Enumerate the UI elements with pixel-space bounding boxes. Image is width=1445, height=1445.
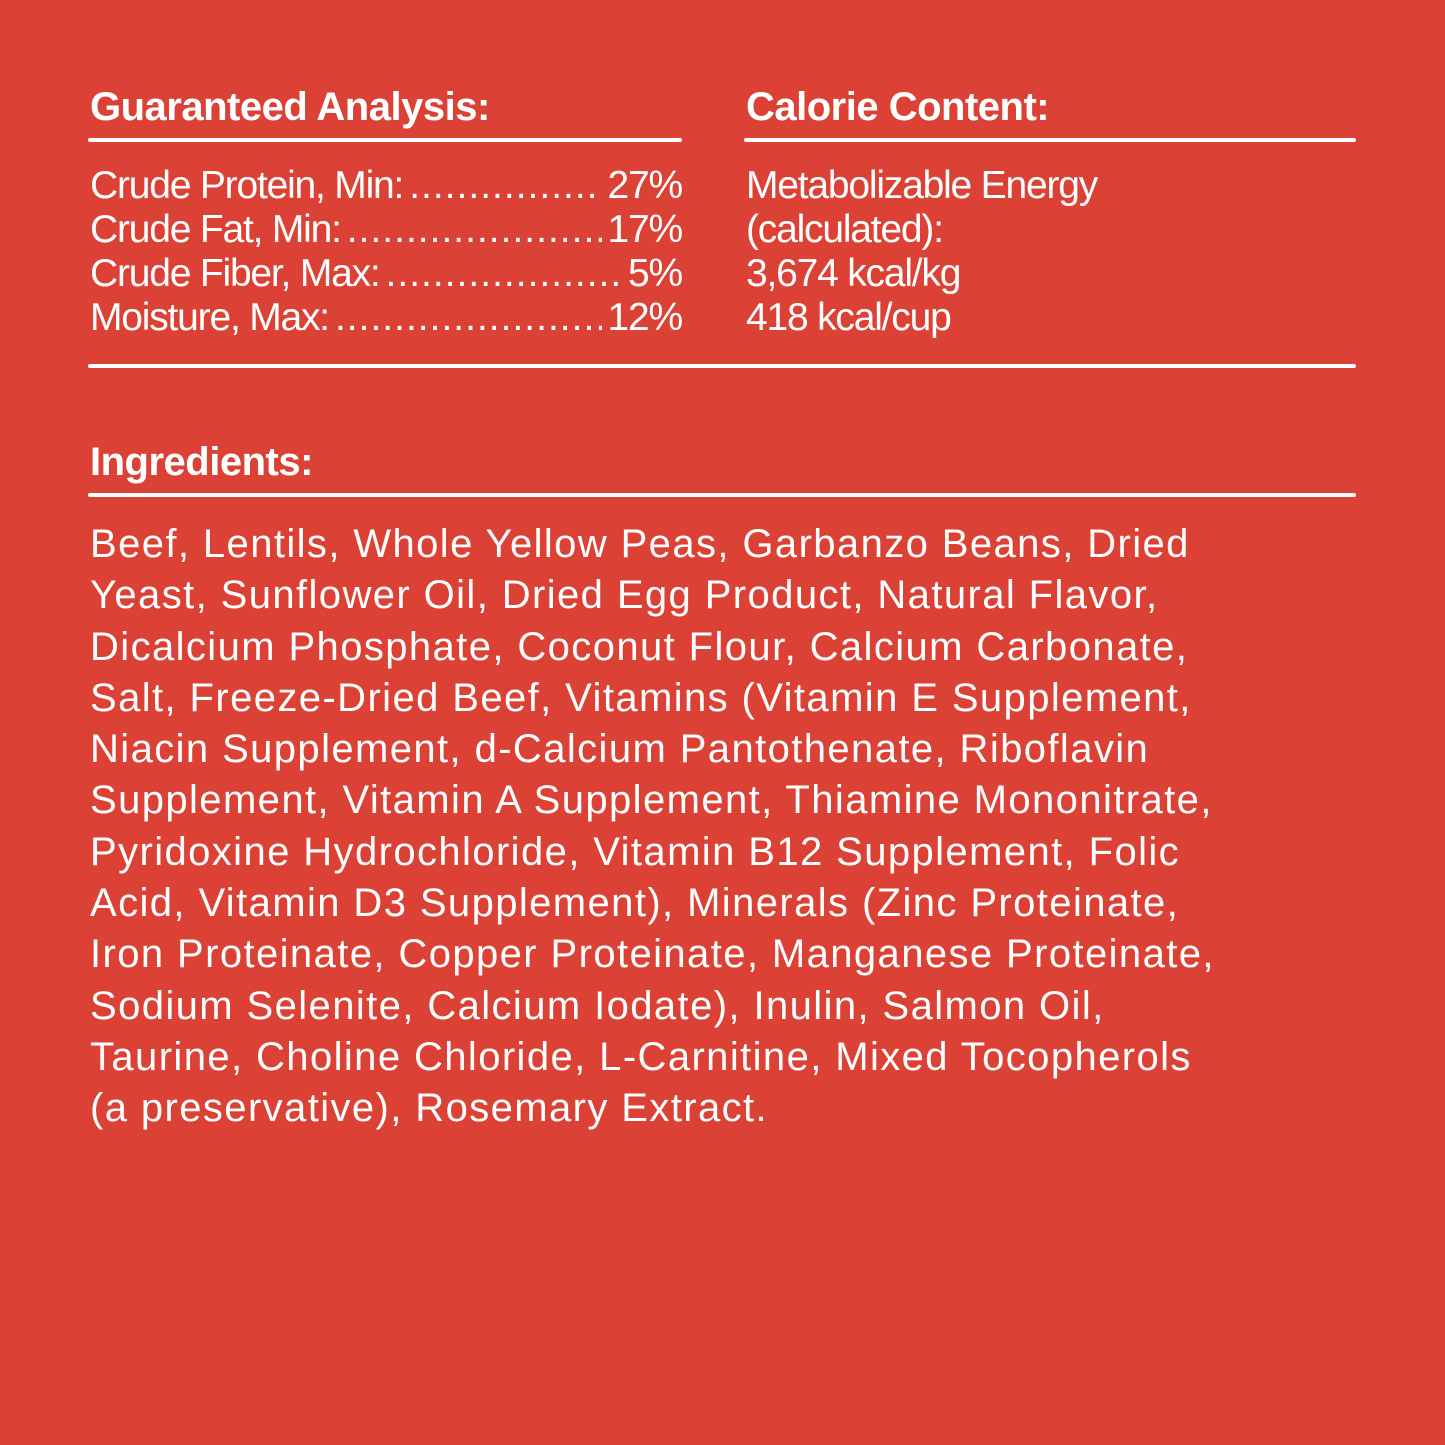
calorie-line: 3,674 kcal/kg (746, 252, 961, 295)
analysis-row: Moisture, Max: 12% (90, 296, 684, 340)
ingredients-line: Sodium Selenite, Calcium Iodate), Inulin… (90, 983, 1105, 1028)
ingredients-line: Taurine, Choline Chloride, L-Carnitine, … (90, 1034, 1192, 1079)
analysis-label: Crude Protein, Min: (90, 164, 404, 207)
ingredients-line: Dicalcium Phosphate, Coconut Flour, Calc… (90, 624, 1189, 669)
section-divider (88, 364, 1356, 368)
calorie-line: 418 kcal/cup (746, 296, 952, 339)
ingredients-line: Iron Proteinate, Copper Proteinate, Mang… (90, 932, 1215, 977)
guaranteed-analysis-section: Guaranteed Analysis: Crude Protein, Min:… (88, 82, 684, 340)
ingredients-line: (a preservative), Rosemary Extract. (90, 1086, 769, 1131)
analysis-row: Crude Protein, Min: 27% (90, 164, 684, 208)
ingredients-line: Acid, Vitamin D3 Supplement), Minerals (… (90, 881, 1180, 926)
analysis-label: Moisture, Max: (90, 296, 330, 339)
calorie-content-section: Calorie Content: Metabolizable Energy (c… (744, 82, 1356, 340)
divider (88, 493, 1356, 497)
calorie-content-title: Calorie Content: (746, 85, 1050, 129)
analysis-row: Crude Fiber, Max: 5% (90, 252, 683, 296)
ingredients-line: Niacin Supplement, d-Calcium Pantothenat… (90, 727, 1150, 772)
ingredients-line: Beef, Lentils, Whole Yellow Peas, Garban… (90, 522, 1190, 566)
analysis-value: 17% (607, 208, 684, 251)
ingredients-section: Ingredients: Beef, Lentils, Whole Yellow… (88, 437, 1360, 1135)
analysis-label: Crude Fiber, Max: (90, 252, 381, 295)
analysis-value: 12% (607, 296, 684, 339)
divider (744, 138, 1356, 142)
dot-leader (409, 164, 601, 208)
analysis-row: Crude Fat, Min: 17% (90, 208, 684, 252)
guaranteed-analysis-title: Guaranteed Analysis: (90, 85, 490, 129)
divider (88, 138, 682, 142)
calorie-line: (calculated): (746, 208, 944, 251)
dot-leader (386, 252, 622, 296)
analysis-label: Crude Fat, Min: (90, 208, 342, 251)
ingredients-line: Supplement, Vitamin A Supplement, Thiami… (90, 778, 1213, 823)
analysis-value: 27% (607, 164, 684, 207)
ingredients-line: Salt, Freeze-Dried Beef, Vitamins (Vitam… (90, 675, 1192, 720)
analysis-value: 5% (628, 252, 683, 295)
ingredients-text: Beef, Lentils, Whole Yellow Peas, Garban… (90, 519, 1360, 1135)
ingredients-title: Ingredients: (90, 440, 313, 484)
dot-leader (347, 208, 602, 252)
dot-leader (335, 296, 602, 340)
ingredients-line: Pyridoxine Hydrochloride, Vitamin B12 Su… (90, 829, 1181, 874)
calorie-line: Metabolizable Energy (746, 164, 1098, 207)
ingredients-line: Yeast, Sunflower Oil, Dried Egg Product,… (90, 573, 1159, 618)
